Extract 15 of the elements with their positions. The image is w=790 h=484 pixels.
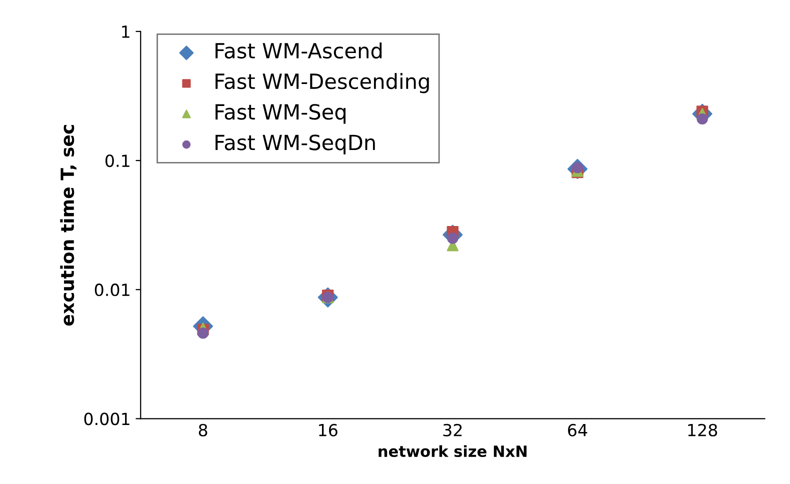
legend-label: Fast WM-Descending — [216, 73, 429, 94]
y-tick-label: 0.1 — [105, 154, 130, 168]
x-tick-label: 128 — [688, 424, 718, 436]
y-tick-label: 0.001 — [84, 412, 130, 426]
legend-label: Fast WM-SeqDn — [216, 134, 375, 154]
y-tick-label: 0.01 — [94, 284, 130, 296]
y-axis-title: excution time T, sec — [60, 124, 76, 326]
legend-label: Fast WM-Ascend — [216, 42, 382, 59]
x-tick-label: 16 — [319, 424, 338, 436]
x-tick-label: 8 — [198, 424, 208, 436]
x-tick-label: 64 — [568, 424, 588, 436]
legend-label: Fast WM-Seq — [216, 104, 346, 124]
y-tick-label: 1 — [122, 26, 130, 38]
x-tick-label: 32 — [443, 424, 462, 436]
x-axis-title: network size NxN — [378, 445, 527, 458]
